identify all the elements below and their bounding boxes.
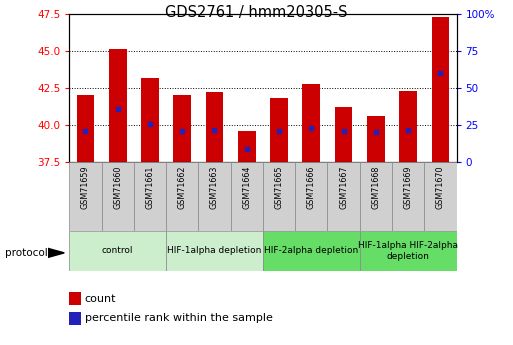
Bar (399, 91, 417, 162)
Text: GSM71666: GSM71666 (307, 166, 316, 209)
Bar (263, 162, 295, 231)
Text: GSM71670: GSM71670 (436, 166, 445, 209)
Bar (231, 162, 263, 231)
Bar (76, 95, 94, 162)
Text: GSM71667: GSM71667 (339, 166, 348, 209)
Text: GSM71659: GSM71659 (81, 166, 90, 209)
Text: count: count (85, 294, 116, 304)
Text: GDS2761 / hmm20305-S: GDS2761 / hmm20305-S (165, 5, 348, 20)
Polygon shape (48, 248, 64, 257)
Text: GSM71669: GSM71669 (404, 166, 412, 209)
Text: HIF-1alpha HIF-2alpha
depletion: HIF-1alpha HIF-2alpha depletion (358, 241, 458, 261)
Text: control: control (102, 246, 133, 256)
Bar (134, 162, 166, 231)
Bar (263, 231, 360, 271)
Bar (102, 162, 134, 231)
Text: HIF-1alpha depletion: HIF-1alpha depletion (167, 246, 262, 256)
Bar (334, 107, 352, 162)
Text: protocol: protocol (5, 248, 48, 257)
Bar (295, 162, 327, 231)
Bar (327, 162, 360, 231)
Text: GSM71662: GSM71662 (177, 166, 187, 209)
Bar (173, 95, 191, 162)
Text: percentile rank within the sample: percentile rank within the sample (85, 314, 272, 323)
Bar (141, 78, 159, 162)
Bar (303, 83, 320, 162)
Bar (69, 162, 102, 231)
Bar (109, 49, 127, 162)
Bar (199, 162, 231, 231)
Text: GSM71664: GSM71664 (242, 166, 251, 209)
Text: GSM71665: GSM71665 (274, 166, 284, 209)
Bar (270, 98, 288, 162)
Text: HIF-2alpha depletion: HIF-2alpha depletion (264, 246, 359, 256)
Bar (360, 162, 392, 231)
Bar (360, 231, 457, 271)
Bar (424, 162, 457, 231)
Bar (69, 231, 166, 271)
Bar (206, 92, 223, 162)
Bar (367, 116, 385, 162)
Bar (238, 131, 255, 162)
Bar (166, 231, 263, 271)
Bar (431, 17, 449, 162)
Text: GSM71668: GSM71668 (371, 166, 380, 209)
Text: GSM71663: GSM71663 (210, 166, 219, 209)
Bar (166, 162, 199, 231)
Text: GSM71660: GSM71660 (113, 166, 122, 209)
Text: GSM71661: GSM71661 (146, 166, 154, 209)
Bar (392, 162, 424, 231)
